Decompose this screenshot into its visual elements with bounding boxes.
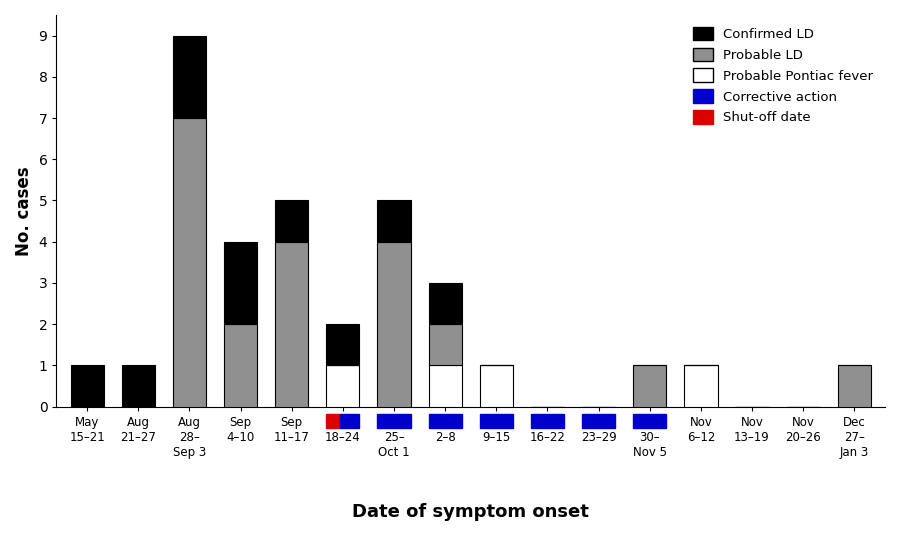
- Bar: [326, 324, 359, 366]
- Bar: [173, 118, 206, 406]
- Y-axis label: No. cases: No. cases: [15, 166, 33, 256]
- Bar: [122, 366, 155, 406]
- Bar: [173, 35, 206, 118]
- Bar: [633, 366, 666, 406]
- Bar: [70, 366, 104, 406]
- Bar: [326, 366, 359, 406]
- Bar: [275, 242, 309, 406]
- Bar: [428, 414, 462, 428]
- Bar: [326, 414, 339, 428]
- X-axis label: Date of symptom onset: Date of symptom onset: [352, 503, 590, 521]
- Bar: [480, 366, 513, 406]
- Bar: [480, 414, 513, 428]
- Bar: [838, 366, 871, 406]
- Bar: [428, 366, 462, 406]
- Bar: [224, 242, 257, 324]
- Bar: [531, 414, 564, 428]
- Bar: [339, 414, 359, 428]
- Bar: [377, 414, 410, 428]
- Bar: [377, 242, 410, 406]
- Bar: [377, 200, 410, 242]
- Bar: [633, 414, 666, 428]
- Bar: [224, 324, 257, 406]
- Bar: [428, 283, 462, 324]
- Bar: [275, 200, 309, 242]
- Legend: Confirmed LD, Probable LD, Probable Pontiac fever, Corrective action, Shut-off d: Confirmed LD, Probable LD, Probable Pont…: [688, 21, 878, 130]
- Bar: [684, 366, 717, 406]
- Bar: [582, 414, 616, 428]
- Bar: [428, 324, 462, 366]
